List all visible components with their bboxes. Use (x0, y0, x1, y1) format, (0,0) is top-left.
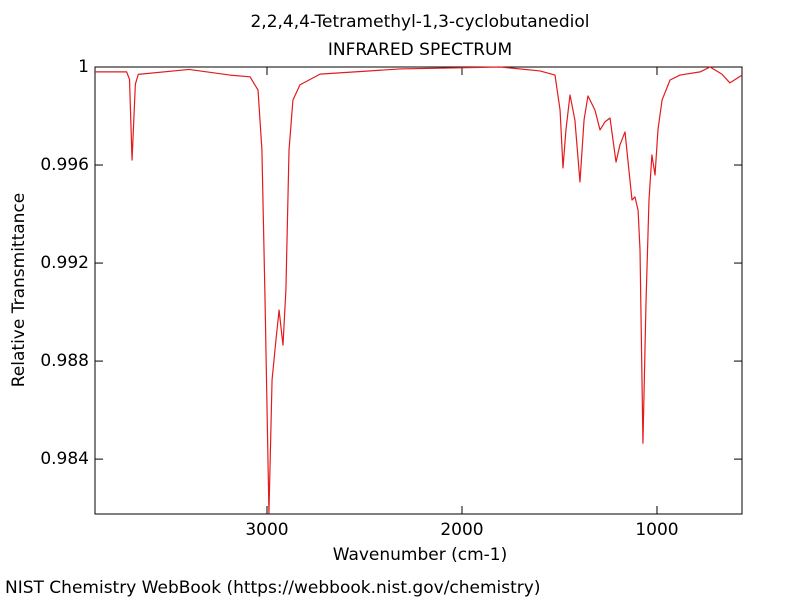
chart-title: 2,2,4,4-Tetramethyl-1,3-cyclobutanediol (250, 12, 589, 32)
x-axis-label: Wavenumber (cm-1) (333, 545, 508, 565)
y-tick-label: 0.992 (40, 253, 89, 273)
y-axis-label: Relative Transmittance (9, 193, 29, 388)
chart-subtitle: INFRARED SPECTRUM (328, 40, 512, 60)
y-tick-label: 0.988 (40, 351, 89, 371)
x-tick-label: 3000 (245, 520, 288, 540)
y-tick-label: 0.984 (40, 449, 89, 469)
plot-frame (94, 66, 743, 515)
footer: NIST Chemistry WebBook (https://webbook.… (5, 578, 540, 598)
x-tick-label: 2000 (440, 520, 483, 540)
y-tick-label: 0.996 (40, 155, 89, 175)
x-tick-label: 1000 (635, 520, 678, 540)
y-tick-label: 1 (78, 57, 89, 77)
spectrum-line (95, 66, 743, 514)
